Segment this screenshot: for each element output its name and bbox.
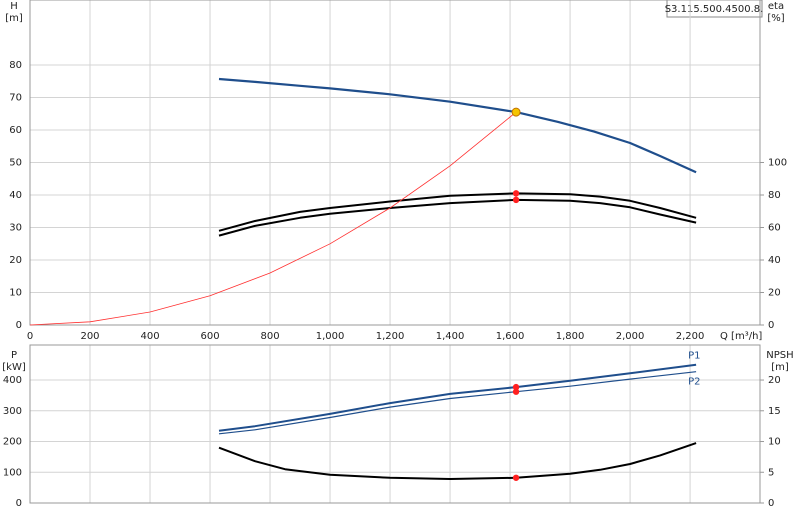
y-label: H xyxy=(10,1,18,12)
y-tick-label: 60 xyxy=(9,125,22,136)
curve xyxy=(218,192,697,232)
y2-tick-label: 20 xyxy=(768,375,781,386)
curve xyxy=(29,111,517,326)
y2-label: NPSH xyxy=(766,350,793,361)
y-tick-label: 10 xyxy=(9,288,22,299)
operating-point xyxy=(512,474,520,481)
y2-unit: [m] xyxy=(771,362,789,373)
curve xyxy=(218,371,697,435)
x-tick-label: 200 xyxy=(80,331,99,342)
y-tick-label: 300 xyxy=(3,406,22,417)
y-unit: [kW] xyxy=(2,362,26,373)
y2-tick-label: 60 xyxy=(768,223,781,234)
y2-tick-label: 15 xyxy=(768,406,781,417)
y2-tick-label: 0 xyxy=(768,320,774,331)
y2-tick-label: 40 xyxy=(768,255,781,266)
x-tick-label: 1,600 xyxy=(496,331,525,342)
y-tick-label: 20 xyxy=(9,255,22,266)
x-tick-label: 1,000 xyxy=(316,331,345,342)
x-tick-label: 2,000 xyxy=(616,331,645,342)
curve xyxy=(218,363,697,432)
y2-unit: [%] xyxy=(767,13,784,24)
y-tick-label: 400 xyxy=(3,375,22,386)
curve xyxy=(218,198,697,237)
y-tick-label: 200 xyxy=(3,437,22,448)
y-tick-label: 0 xyxy=(16,498,22,509)
x-tick-label: 800 xyxy=(260,331,279,342)
operating-point xyxy=(512,196,520,204)
y2-tick-label: 0 xyxy=(768,498,774,509)
operating-point xyxy=(512,190,520,197)
legend-label: P2 xyxy=(688,377,700,388)
plot-frame xyxy=(29,344,761,504)
y2-tick-label: 10 xyxy=(768,437,781,448)
x-tick-label: 0 xyxy=(27,331,33,342)
x-tick-label: 400 xyxy=(140,331,159,342)
x-tick-label: 1,800 xyxy=(556,331,585,342)
y-tick-label: 100 xyxy=(3,467,22,478)
model-name: S3.115.500.4500.8. xyxy=(665,4,764,15)
y2-label: eta xyxy=(768,1,784,12)
model-box xyxy=(666,0,763,18)
y-tick-label: 80 xyxy=(9,60,22,71)
x-label: Q [m³/h] xyxy=(720,331,762,342)
curve xyxy=(218,77,697,174)
operating-point xyxy=(512,388,520,395)
x-tick-label: 1,400 xyxy=(436,331,465,342)
operating-point xyxy=(511,107,521,117)
y-tick-label: 0 xyxy=(16,320,22,331)
y-tick-label: 30 xyxy=(9,223,22,234)
y2-tick-label: 5 xyxy=(768,467,774,478)
x-tick-label: 1,200 xyxy=(376,331,405,342)
y-unit: [m] xyxy=(5,13,23,24)
y-label: P xyxy=(11,350,17,361)
x-tick-label: 2,200 xyxy=(676,331,705,342)
y2-tick-label: 20 xyxy=(768,288,781,299)
y2-tick-label: 80 xyxy=(768,190,781,201)
x-tick-label: 600 xyxy=(200,331,219,342)
operating-point xyxy=(512,383,520,391)
y-tick-label: 40 xyxy=(9,190,22,201)
y-tick-label: 70 xyxy=(9,93,22,104)
legend-label: P1 xyxy=(688,351,700,362)
curve xyxy=(218,442,697,480)
y-tick-label: 50 xyxy=(9,158,22,169)
y2-tick-label: 100 xyxy=(768,158,787,169)
